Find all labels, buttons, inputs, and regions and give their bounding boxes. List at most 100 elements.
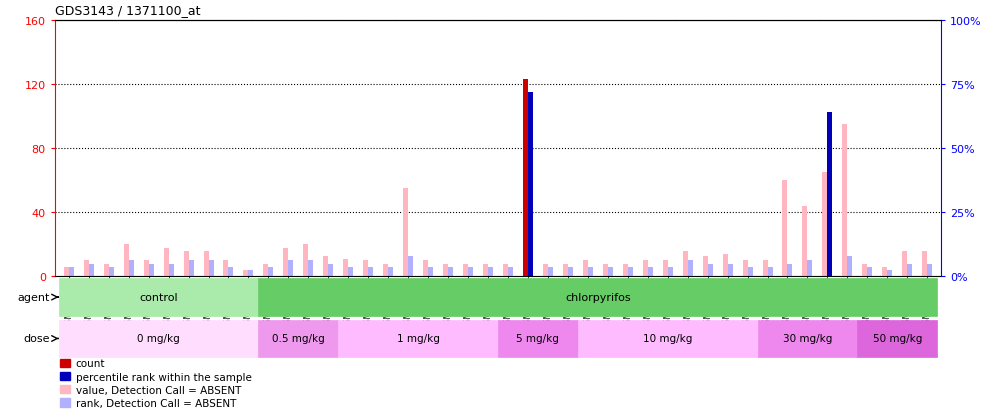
Bar <box>349 267 354 277</box>
Bar <box>468 267 473 277</box>
Bar <box>258 320 339 357</box>
Bar <box>828 113 833 277</box>
Bar <box>603 264 608 277</box>
Bar <box>408 256 413 277</box>
Bar <box>902 251 907 277</box>
Bar <box>64 267 69 277</box>
Bar <box>223 261 228 277</box>
Bar <box>783 181 788 277</box>
Bar <box>508 267 513 277</box>
Bar <box>498 320 578 357</box>
Bar <box>284 248 289 277</box>
Text: 10 mg/kg: 10 mg/kg <box>643 334 692 344</box>
Bar <box>922 251 927 277</box>
Bar <box>583 261 588 277</box>
Bar <box>488 267 493 277</box>
Bar <box>687 261 692 277</box>
Bar <box>763 261 768 277</box>
Bar <box>682 251 687 277</box>
Bar <box>423 261 428 277</box>
Bar <box>828 261 833 277</box>
Bar <box>428 267 433 277</box>
Bar <box>563 264 568 277</box>
Bar <box>728 264 733 277</box>
Legend: count, percentile rank within the sample, value, Detection Call = ABSENT, rank, : count, percentile rank within the sample… <box>60 358 251 408</box>
Bar <box>59 279 258 316</box>
Bar <box>383 264 388 277</box>
Bar <box>163 248 168 277</box>
Bar <box>887 271 892 277</box>
Text: 0 mg/kg: 0 mg/kg <box>137 334 180 344</box>
Bar <box>304 244 309 277</box>
Bar <box>702 256 707 277</box>
Bar <box>324 256 329 277</box>
Bar <box>588 267 593 277</box>
Text: 1 mg/kg: 1 mg/kg <box>396 334 439 344</box>
Bar <box>768 267 773 277</box>
Bar <box>568 267 573 277</box>
Bar <box>503 264 508 277</box>
Bar <box>388 267 393 277</box>
Bar <box>662 261 667 277</box>
Bar <box>329 264 334 277</box>
Bar <box>843 125 848 277</box>
Bar <box>183 251 188 277</box>
Bar <box>208 261 213 277</box>
Bar <box>523 80 528 277</box>
Bar <box>642 261 647 277</box>
Text: 50 mg/kg: 50 mg/kg <box>872 334 922 344</box>
Bar <box>309 261 314 277</box>
Bar <box>858 320 937 357</box>
Bar <box>863 264 868 277</box>
Text: 30 mg/kg: 30 mg/kg <box>783 334 832 344</box>
Bar <box>758 320 858 357</box>
Bar <box>788 264 793 277</box>
Bar <box>848 256 853 277</box>
Bar <box>364 261 369 277</box>
Bar <box>263 264 268 277</box>
Bar <box>243 271 248 277</box>
Bar <box>608 267 613 277</box>
Bar <box>528 256 533 277</box>
Bar <box>344 259 349 277</box>
Bar <box>463 264 468 277</box>
Bar <box>448 267 453 277</box>
Bar <box>168 264 173 277</box>
Bar <box>69 267 74 277</box>
Bar <box>548 267 553 277</box>
Bar <box>289 261 294 277</box>
Text: agent: agent <box>17 292 50 302</box>
Bar <box>528 93 533 277</box>
Bar <box>248 271 253 277</box>
Bar <box>743 261 748 277</box>
Bar <box>803 206 808 277</box>
Bar <box>84 261 89 277</box>
Bar <box>483 264 488 277</box>
Bar <box>882 267 887 277</box>
Bar <box>128 261 133 277</box>
Text: dose: dose <box>23 334 50 344</box>
Bar <box>907 264 912 277</box>
Text: GDS3143 / 1371100_at: GDS3143 / 1371100_at <box>55 4 200 17</box>
Bar <box>143 261 148 277</box>
Bar <box>203 251 208 277</box>
Text: control: control <box>139 292 178 302</box>
Bar <box>927 264 932 277</box>
Bar <box>339 320 498 357</box>
Bar <box>748 267 753 277</box>
Bar <box>89 264 94 277</box>
Bar <box>808 261 813 277</box>
Bar <box>148 264 153 277</box>
Text: 5 mg/kg: 5 mg/kg <box>517 334 560 344</box>
Bar <box>578 320 758 357</box>
Bar <box>443 264 448 277</box>
Bar <box>268 267 273 277</box>
Bar <box>823 173 828 277</box>
Bar <box>403 189 408 277</box>
Bar <box>188 261 193 277</box>
Bar <box>707 264 712 277</box>
Bar <box>369 267 374 277</box>
Bar <box>523 85 528 277</box>
Bar <box>627 267 632 277</box>
Bar <box>59 320 258 357</box>
